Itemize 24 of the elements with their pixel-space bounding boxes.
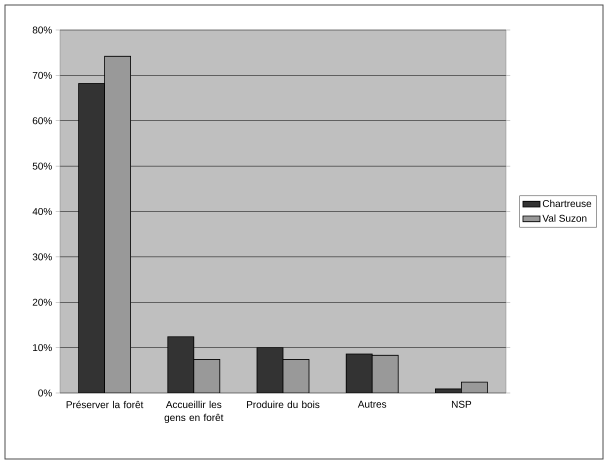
y-tick-label: 10% [33,344,52,352]
bar [104,56,131,393]
x-tick-label: NSP [452,400,472,408]
y-tick-label: 30% [32,253,52,260]
y-tick-label: 0% [38,389,52,397]
x-tick-label: Préserver la forêt [66,400,144,408]
y-tick-label: 50% [32,162,52,170]
legend-label: Chartreuse [542,200,592,208]
bar [256,347,284,393]
bar [193,359,220,393]
y-tick-label: 60% [32,117,52,124]
x-tick-label: Autres [358,400,386,408]
bar [282,359,310,393]
y-tick-label: 20% [32,298,52,306]
legend-label: Val Suzon [542,214,586,222]
y-tick-label: 40% [32,208,52,216]
y-tick-label: 80% [32,26,52,34]
x-tick-label: Accueillir les gens en forêt [164,400,224,424]
x-tick-label: Produire du bois [246,400,320,408]
bar [346,354,373,393]
bar [78,83,105,393]
bar [167,336,194,393]
y-tick-label: 70% [32,72,52,79]
bar [372,354,399,393]
